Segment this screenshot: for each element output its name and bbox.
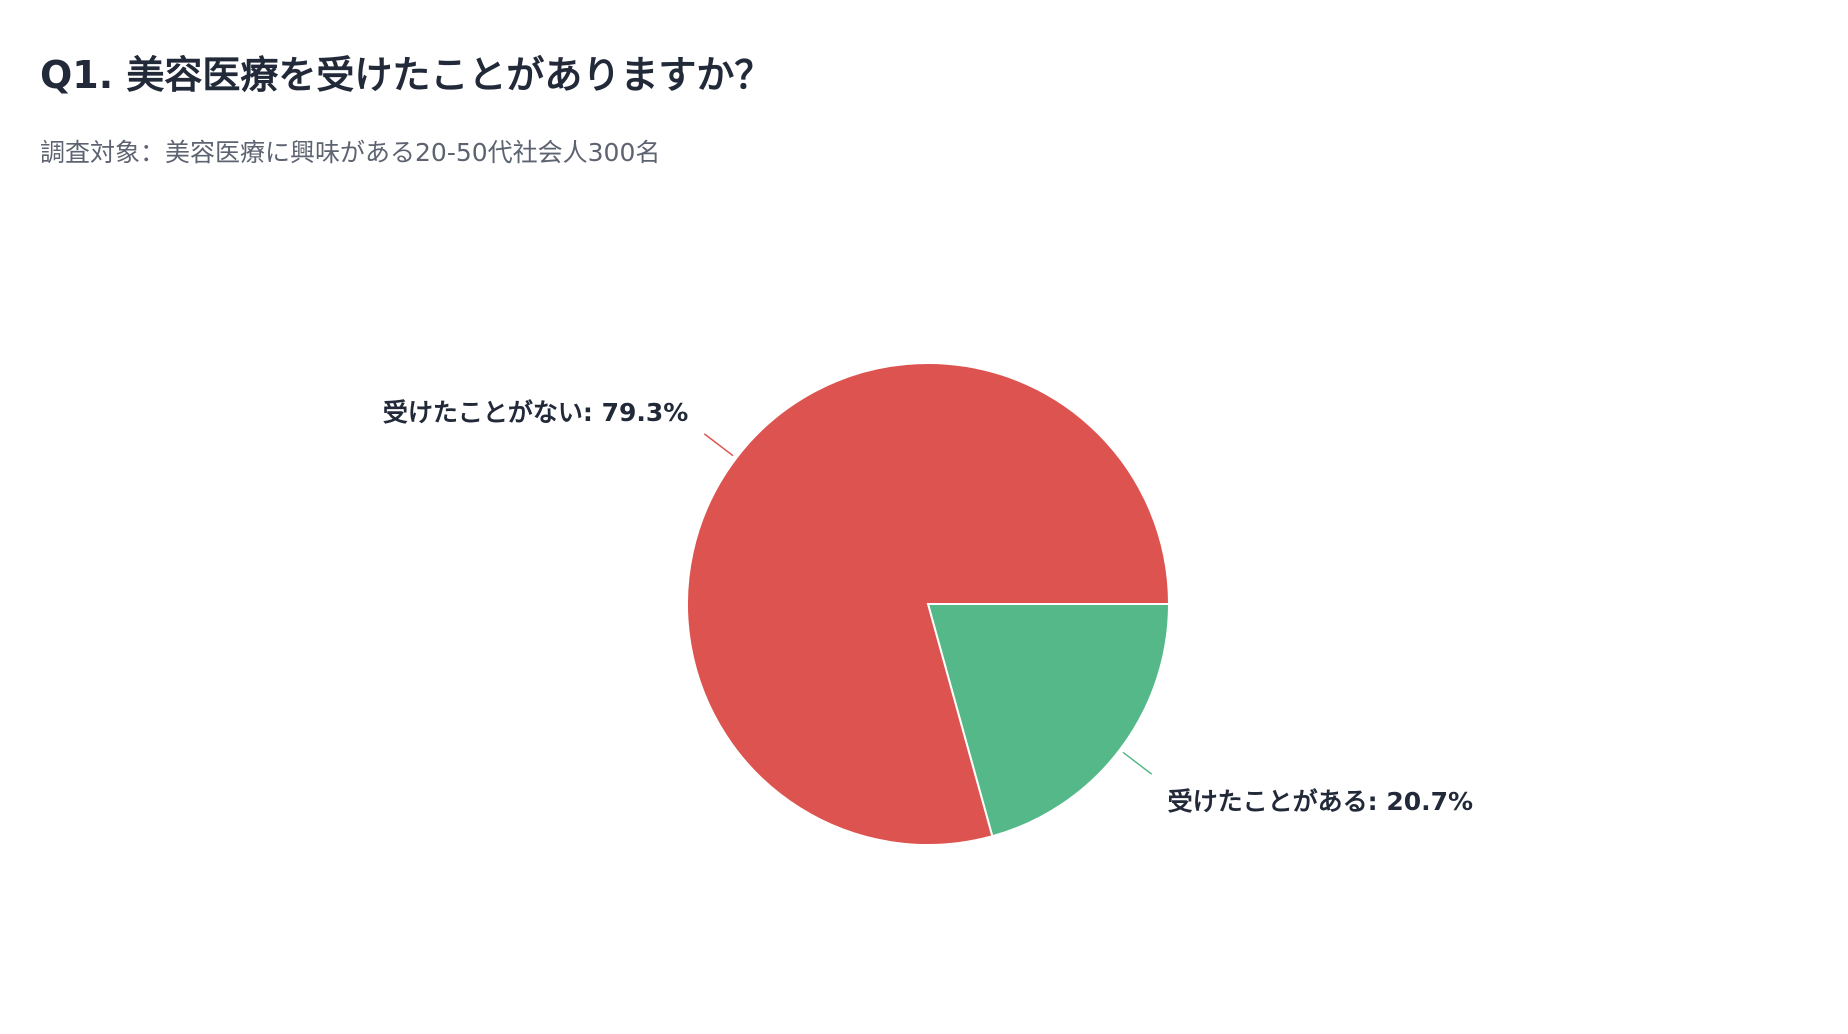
- pie-leader-line-1: [703, 433, 734, 457]
- pie-leader-lines: [703, 433, 1153, 775]
- pie-leader-line-0: [1122, 751, 1153, 775]
- pie-labels: 受けたことがある: 20.7% 受けたことがない: 79.3%: [383, 398, 1473, 816]
- chart-subtitle: 調査対象：美容医療に興味がある20-50代社会人300名: [40, 138, 661, 167]
- pie-slice-1: [686, 362, 1171, 846]
- pie-slice-0: [926, 603, 1171, 838]
- chart-title: Q1. 美容医療を受けたことがありますか？: [40, 53, 773, 97]
- pie-label-0: 受けたことがある: 20.7%: [1168, 787, 1473, 816]
- pie-slices: [686, 362, 1171, 846]
- pie-label-1: 受けたことがない: 79.3%: [383, 398, 688, 427]
